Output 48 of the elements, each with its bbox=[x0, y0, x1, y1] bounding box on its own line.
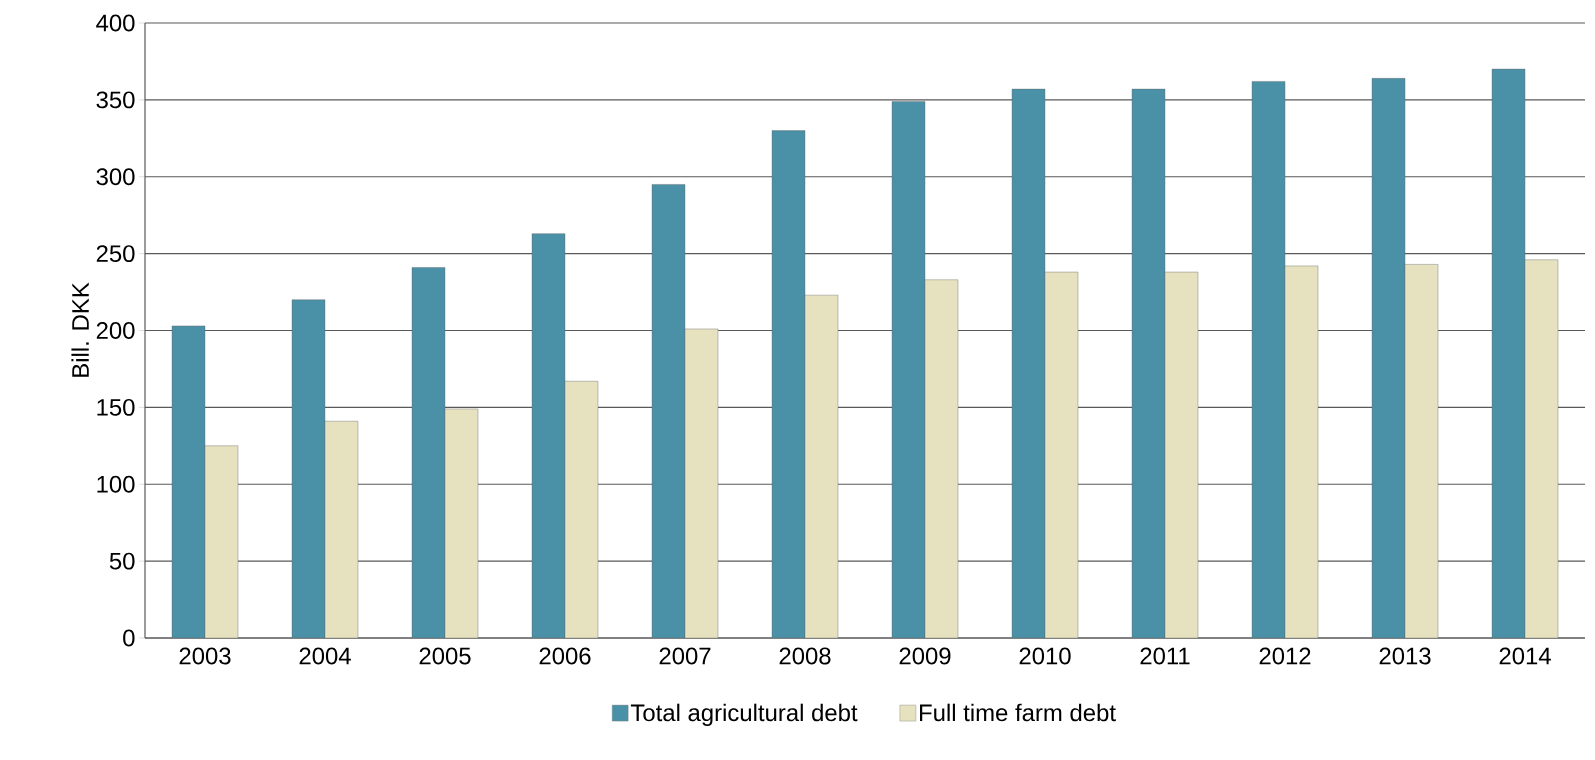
bar bbox=[1012, 89, 1046, 638]
bar bbox=[412, 267, 445, 638]
bar bbox=[172, 325, 205, 638]
bar bbox=[925, 279, 959, 638]
y-tick-label: 250 bbox=[96, 245, 135, 263]
bar bbox=[892, 101, 926, 638]
bar bbox=[292, 299, 325, 638]
bar bbox=[1491, 68, 1526, 638]
bar bbox=[805, 295, 839, 638]
bar bbox=[1132, 89, 1166, 638]
bar bbox=[1252, 81, 1286, 638]
bar bbox=[1045, 272, 1079, 638]
x-tick-label: 2006 bbox=[539, 647, 591, 665]
legend-label: Full time farm debt bbox=[920, 703, 1116, 722]
y-tick-label: 200 bbox=[96, 322, 135, 339]
bar bbox=[565, 381, 599, 638]
y-tick-label: 150 bbox=[97, 398, 135, 416]
legend-label: Total agricultural debt bbox=[630, 703, 858, 726]
x-tick-label: 2004 bbox=[299, 647, 351, 665]
bar bbox=[532, 233, 565, 638]
bar bbox=[652, 184, 686, 638]
bar bbox=[445, 408, 478, 638]
x-tick-label: 2005 bbox=[419, 647, 471, 665]
y-tick-label: 0 bbox=[123, 629, 135, 647]
bar bbox=[685, 328, 719, 638]
x-tick-label: 2007 bbox=[659, 647, 711, 665]
x-tick-label: 2010 bbox=[1019, 647, 1071, 665]
x-tick-label: 2014 bbox=[1499, 647, 1551, 665]
y-tick-label: 100 bbox=[97, 475, 135, 493]
x-tick-label: 2003 bbox=[179, 647, 231, 665]
bar bbox=[1524, 259, 1559, 638]
bar bbox=[1372, 78, 1406, 638]
bar bbox=[1285, 265, 1319, 638]
y-axis-title: Bill. DKK bbox=[71, 282, 89, 377]
x-tick-label: 2009 bbox=[899, 647, 951, 665]
y-tick-label: 50 bbox=[109, 552, 135, 570]
x-tick-label: 2012 bbox=[1259, 647, 1311, 665]
x-tick-label: 2013 bbox=[1379, 647, 1431, 665]
y-tick-label: 300 bbox=[96, 168, 135, 186]
bar bbox=[1165, 272, 1199, 638]
bar bbox=[205, 445, 238, 638]
bar bbox=[1405, 264, 1439, 638]
x-tick-label: 2011 bbox=[1140, 647, 1190, 665]
x-tick-label: 2008 bbox=[779, 647, 831, 665]
y-tick-label: 350 bbox=[96, 91, 135, 109]
bar bbox=[772, 130, 806, 638]
y-tick-label: 400 bbox=[96, 14, 135, 32]
bar bbox=[325, 421, 358, 638]
